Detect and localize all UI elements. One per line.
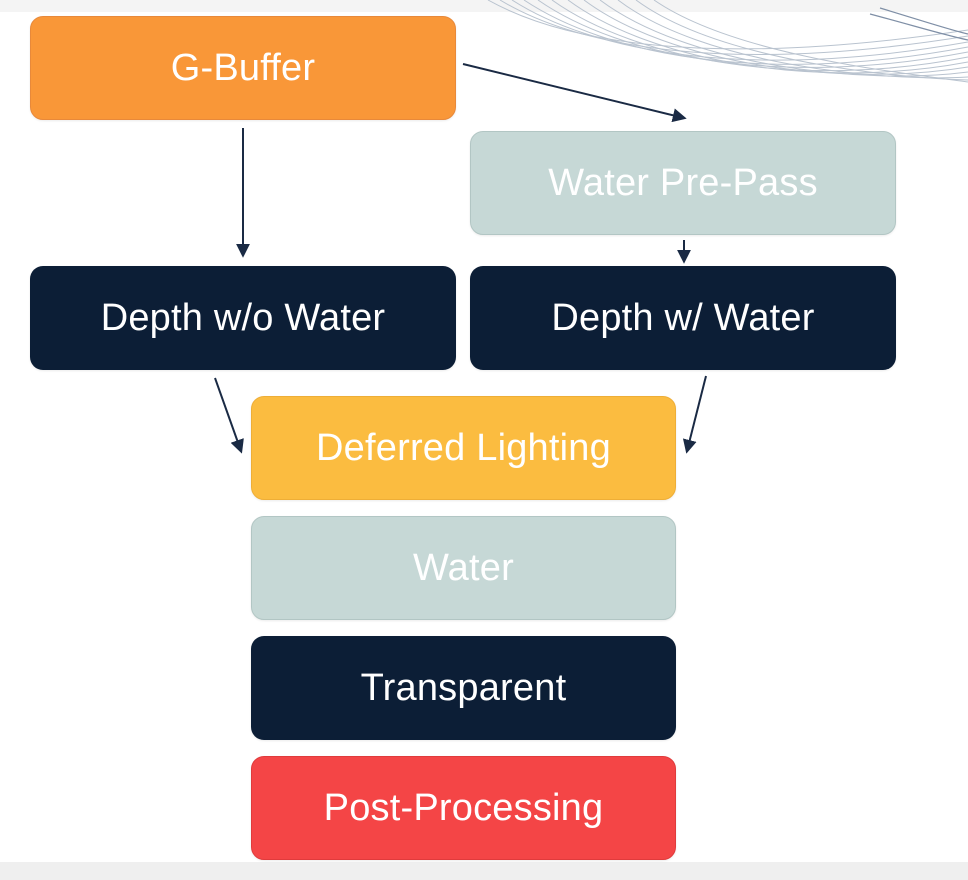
node-water: Water [251, 516, 676, 620]
node-post-processing-label: Post-Processing [323, 786, 604, 829]
node-water-pre-pass: Water Pre-Pass [470, 131, 896, 235]
node-deferred-lighting: Deferred Lighting [251, 396, 676, 500]
node-water-label: Water [413, 546, 514, 589]
node-g-buffer-label: G-Buffer [170, 46, 316, 89]
node-depth-with-water-label: Depth w/ Water [551, 296, 815, 339]
arrow-gbuffer-to-prepass [462, 63, 687, 123]
node-depth-without-water-label: Depth w/o Water [100, 296, 386, 339]
node-transparent-label: Transparent [360, 666, 567, 709]
arrow-depth-no-water-to-deferred [214, 377, 244, 454]
node-depth-with-water: Depth w/ Water [470, 266, 896, 370]
arrow-depth-water-to-deferred [682, 375, 707, 454]
node-g-buffer: G-Buffer [30, 16, 456, 120]
node-depth-without-water: Depth w/o Water [30, 266, 456, 370]
node-transparent: Transparent [251, 636, 676, 740]
node-post-processing: Post-Processing [251, 756, 676, 860]
node-deferred-lighting-label: Deferred Lighting [316, 426, 611, 469]
node-water-pre-pass-label: Water Pre-Pass [548, 161, 818, 204]
bottom-band [0, 862, 968, 880]
